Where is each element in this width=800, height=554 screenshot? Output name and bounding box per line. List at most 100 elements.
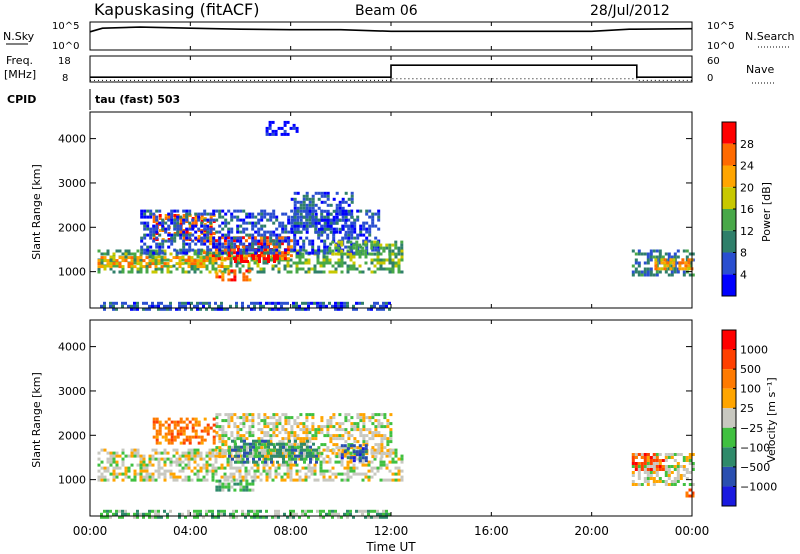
data-cell (172, 448, 176, 452)
data-cell (679, 453, 683, 456)
data-cell (637, 453, 641, 456)
data-cell (293, 443, 297, 447)
data-cell (115, 249, 119, 253)
data-cell (112, 512, 115, 516)
data-cell (196, 267, 200, 271)
data-cell (282, 460, 285, 464)
data-cell (167, 441, 171, 445)
data-cell (281, 212, 285, 216)
data-cell (374, 428, 378, 432)
data-cell (130, 304, 133, 308)
data-cell (276, 442, 279, 446)
data-cell (319, 249, 323, 253)
data-cell (664, 480, 668, 483)
data-cell (196, 478, 200, 482)
data-cell (681, 267, 685, 271)
data-cell (344, 209, 348, 213)
data-cell (314, 437, 318, 441)
data-cell (127, 249, 131, 253)
data-cell (205, 460, 209, 464)
data-cell (302, 245, 306, 249)
data-cell (344, 431, 348, 435)
data-cell (331, 240, 335, 244)
data-cell (284, 446, 288, 450)
data-cell (259, 301, 262, 305)
data-cell (247, 512, 250, 516)
data-cell (251, 245, 255, 249)
data-cell (211, 515, 214, 519)
y-tick-label: 2000 (58, 221, 86, 234)
data-cell (274, 301, 277, 305)
data-cell (670, 264, 674, 268)
data-cell (346, 301, 349, 305)
data-cell (236, 236, 240, 240)
data-cell (152, 227, 156, 231)
data-cell (267, 257, 270, 260)
data-cell (103, 252, 107, 256)
data-cell (241, 301, 244, 305)
data-cell (400, 270, 404, 274)
data-cell (386, 452, 390, 456)
colorbar-tick-label: 12 (740, 225, 754, 238)
data-cell (382, 267, 386, 271)
data-cell (242, 416, 246, 420)
data-cell (367, 267, 371, 271)
data-cell (349, 252, 353, 256)
data-cell (133, 472, 137, 476)
data-cell (118, 256, 122, 260)
data-cell (257, 212, 261, 216)
data-cell (130, 262, 134, 266)
data-cell (239, 488, 243, 492)
data-cell (100, 515, 103, 519)
data-cell (374, 248, 378, 252)
data-cell (272, 242, 276, 246)
data-cell (377, 209, 381, 213)
data-cell (355, 509, 358, 513)
data-cell (261, 460, 264, 464)
data-cell (239, 239, 243, 243)
data-cell (311, 194, 315, 198)
data-cell (349, 246, 353, 250)
data-cell (191, 223, 195, 226)
data-cell (328, 261, 332, 265)
data-cell (252, 257, 255, 260)
colorbar-segment (722, 408, 736, 428)
data-cell (229, 472, 233, 476)
data-cell (295, 270, 299, 274)
data-cell (136, 509, 139, 513)
data-cell (300, 457, 303, 461)
data-cell (368, 431, 372, 435)
data-cell (631, 465, 635, 468)
data-cell (103, 475, 107, 479)
data-cell (146, 209, 150, 213)
data-cell (371, 452, 375, 456)
data-cell (347, 218, 351, 222)
data-cell (263, 215, 267, 219)
data-cell (350, 434, 354, 438)
data-cell (254, 446, 258, 450)
data-cell (205, 454, 209, 458)
data-cell (314, 428, 318, 432)
data-cell (287, 239, 291, 243)
data-cell (112, 270, 116, 274)
data-cell (317, 233, 321, 237)
data-cell (166, 258, 170, 262)
data-cell (263, 434, 267, 438)
data-cell (334, 246, 338, 250)
data-cell (194, 217, 198, 220)
data-cell (313, 478, 317, 482)
data-cell (194, 220, 198, 223)
data-cell (203, 223, 207, 226)
data-cell (676, 465, 680, 468)
data-cell (155, 230, 159, 234)
data-cell (176, 233, 180, 237)
data-cell (221, 251, 225, 255)
data-cell (157, 259, 161, 263)
data-cell (224, 236, 228, 240)
data-cell (196, 512, 199, 516)
data-cell (311, 428, 315, 432)
data-cell (274, 132, 278, 136)
data-cell (215, 488, 219, 492)
data-cell (293, 206, 297, 210)
data-cell (328, 301, 331, 305)
